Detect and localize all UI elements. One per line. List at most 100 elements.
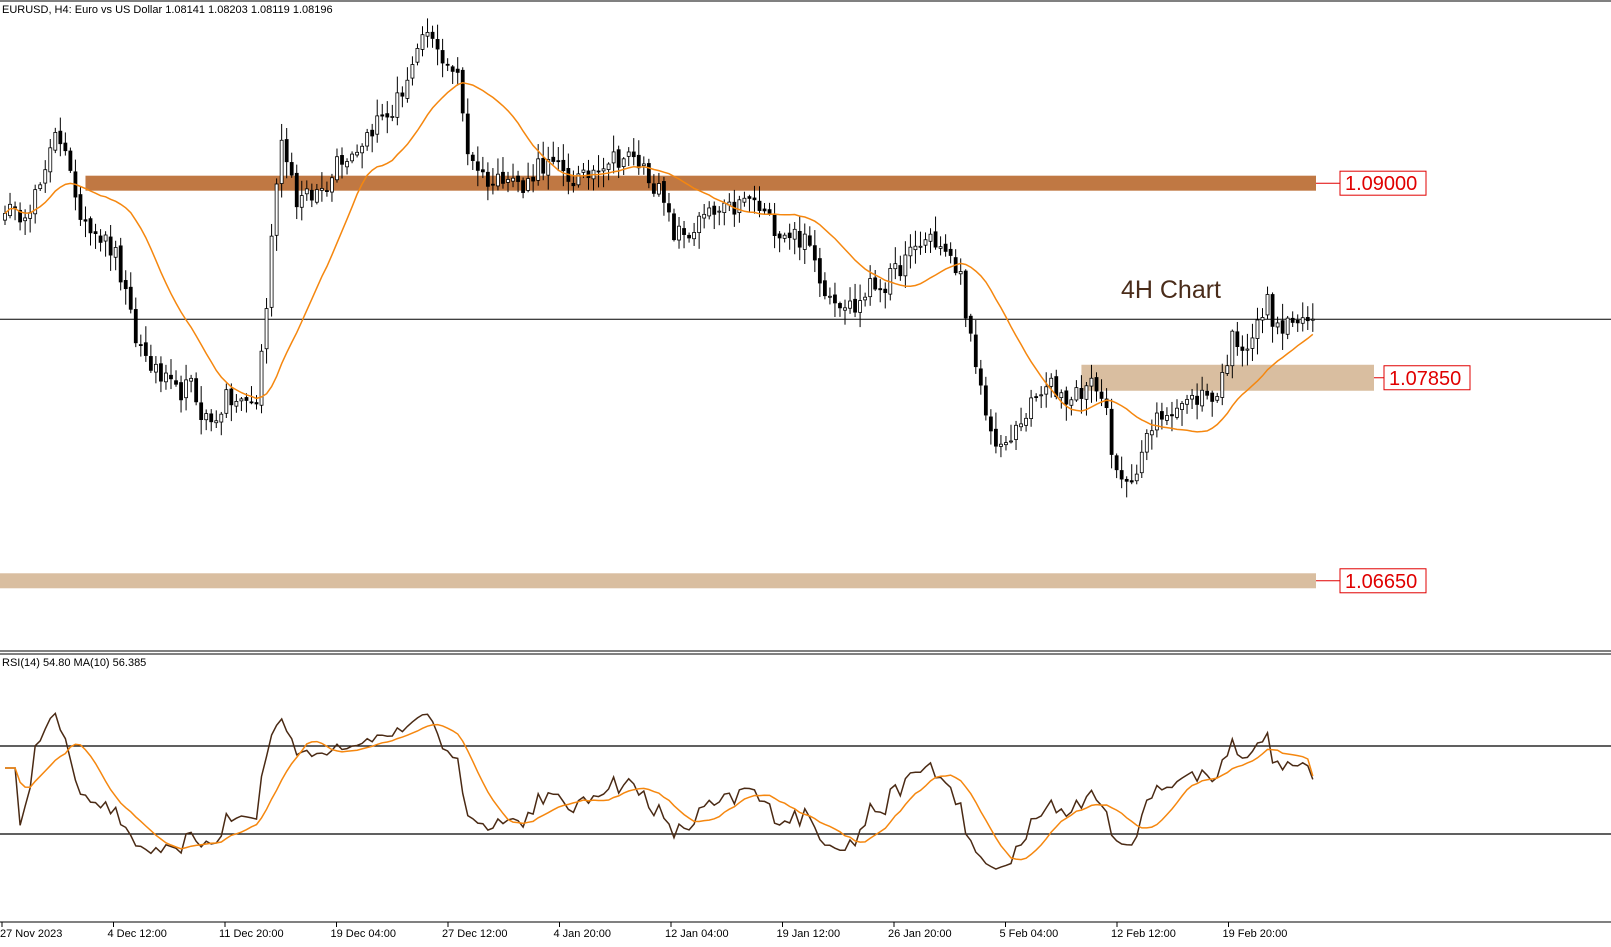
candle-body [1230,330,1235,367]
candle-body [284,139,289,163]
candle-body [174,380,178,385]
candle-body [943,243,948,252]
candle-body [214,420,219,424]
candle-body [219,413,224,423]
candle-body [470,154,475,161]
candle-body [33,189,38,215]
level-band-1-09000 [85,175,1317,191]
candle-body [380,114,385,117]
candle-body [903,254,908,277]
time-tick-label: 12 Jan 04:00 [665,928,729,940]
candle-body [138,344,143,346]
candle-body [58,130,63,145]
candle-body [1099,391,1104,399]
candle-body [143,342,148,356]
candle-body [1210,392,1215,402]
candle-body [475,161,480,171]
candle-body [1245,348,1250,351]
candle-body [646,163,651,184]
candle-body [103,234,108,242]
candle-body [546,158,551,176]
candle-body [777,233,782,239]
candle-body [385,113,390,118]
candle-body [335,156,339,181]
candle-body [435,39,440,50]
candle-body [415,48,420,63]
candle-body [159,363,163,382]
candle-body [83,219,88,222]
candle-body [1270,294,1275,327]
candle-body [93,231,98,235]
candle-body [551,156,556,162]
candle-body [133,309,138,344]
candle-body [1305,317,1310,322]
candle-body [1235,331,1240,347]
time-tick-label: 4 Jan 20:00 [554,928,612,940]
candle-body [370,129,375,137]
candle-body [1170,414,1174,417]
candle-body [1039,394,1044,397]
candle-body [496,173,500,187]
candle-body [913,245,918,251]
candle-body [355,151,360,156]
time-tick-label: 19 Jan 12:00 [777,928,841,940]
candle-body [189,377,194,382]
candle-body [450,66,455,72]
candle-body [1160,411,1164,420]
candle-body [1074,387,1079,401]
candle-body [641,163,646,167]
candle-body [636,154,641,169]
candle-body [928,233,933,242]
candle-body [626,151,631,157]
candle-body [963,270,968,319]
candle-body [1280,320,1285,334]
candle-body [968,315,973,334]
candle-body [1024,417,1028,426]
candle-body [1200,389,1205,407]
candle-body [1029,397,1034,419]
candle-body [224,389,229,414]
candle-body [863,296,868,301]
support-resistance-levels [0,175,1374,589]
candle-body [169,374,173,380]
candle-body [657,183,661,195]
level-label-box [1339,568,1427,594]
candle-body [1114,455,1119,471]
candle-body [164,372,168,383]
candle-body [1185,399,1189,405]
candle-body [491,183,495,186]
candle-body [822,280,827,297]
candle-body [1220,372,1225,398]
candle-body [309,189,314,201]
candle-body [43,169,48,184]
candle-body [848,300,852,309]
candle-body [999,443,1003,447]
candle-body [480,169,485,173]
time-tick-label: 19 Dec 04:00 [331,928,396,940]
candle-body [817,258,822,284]
rsi-line [5,711,1314,870]
candle-body [330,177,334,193]
candle-body [209,413,214,423]
candle-body [184,379,188,399]
candle-body [18,209,22,223]
candle-body [898,265,903,277]
candle-body [340,155,344,165]
candle-body [420,34,425,50]
candle-body [1049,377,1054,387]
candle-body [264,308,269,350]
candle-body [526,178,531,191]
candle-body [606,163,611,170]
candle-body [314,189,319,203]
candle-body [1265,294,1270,316]
candle-body [345,161,349,168]
candle-body [1225,365,1230,374]
candle-body [767,209,772,214]
candle-body [988,416,993,432]
candle-body [405,79,410,99]
candle-body [1144,433,1149,453]
chart-annotation: 4H Chart [1121,276,1221,304]
candle-body [631,151,636,158]
